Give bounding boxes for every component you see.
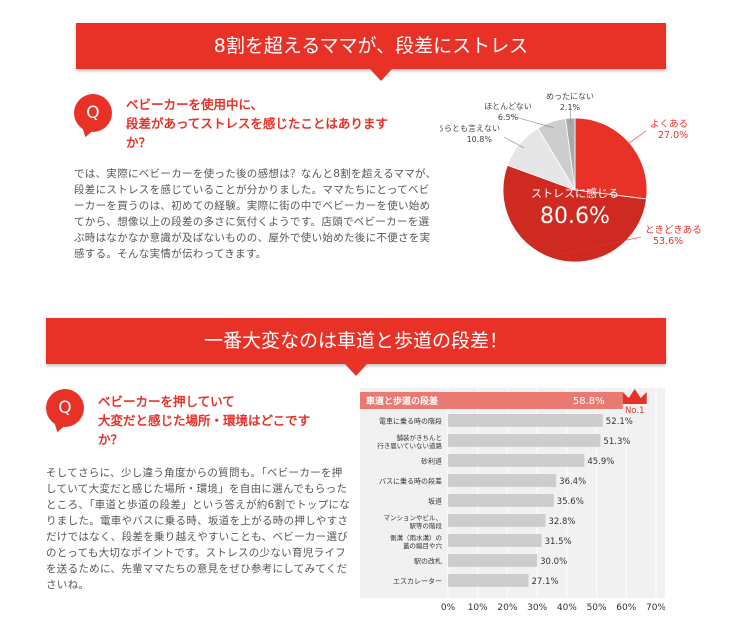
question-q-icon: Q <box>74 94 112 132</box>
question-line: ベビーカーを使用中に、 <box>126 97 264 112</box>
bar-value-label: 27.1% <box>532 577 559 587</box>
question-line: 段差があってストレスを感じたことはあります <box>126 116 388 131</box>
body-line: だけではなく、段差を乗り越えやすいことも、ベビーカー選び <box>46 531 349 543</box>
pie-slice-value: 6.5% <box>498 113 519 122</box>
bar-value-label: 51.3% <box>603 437 630 447</box>
bar-category-label: 車道と歩道の段差 <box>366 395 438 407</box>
section1-banner: 8割を超えるママが、段差にストレス <box>76 23 666 81</box>
bar <box>448 414 603 427</box>
section2-banner: 一番大変なのは車道と歩道の段差！ <box>46 318 666 376</box>
pie-leader-line <box>569 104 571 125</box>
section1-body: では、実際にベビーカーを使った後の感想は？なんと8割を超えるママが、 段差にスト… <box>74 166 444 262</box>
pie-slice-value: 27.0% <box>658 130 688 141</box>
pie-slice-value: 2.1% <box>560 103 581 112</box>
bar-value-label: 36.4% <box>559 477 586 487</box>
bar <box>448 474 557 487</box>
bar <box>448 454 585 467</box>
body-line: のとっても大切なポイントです。ストレスの少ない育児ライフ <box>46 547 346 559</box>
body-line: 感する。そんな実情が伝わってきます。 <box>74 248 267 260</box>
x-tick-label: 50% <box>587 603 607 613</box>
bar <box>360 392 623 409</box>
pie-slice-label: めったにない <box>546 92 594 101</box>
bar-category-label: マンションやビル、 <box>384 513 443 522</box>
question-line: 大変だと感じた場所・環境はどこです <box>98 413 311 428</box>
x-tick-label: 0% <box>441 603 456 613</box>
body-line: 段差にストレスを感じていることが分かりました。ママたちにとってベビ <box>74 184 430 196</box>
body-line: ところ、「車道と歩道の段差」という答えが約6割でトップにな <box>46 499 351 511</box>
places-bar-chart: 58.8% 車道と歩道の段差 52.1% 電車に乗る時の階段 51.3% 舗装がきちんと行… <box>360 388 665 613</box>
pie-slice-label: ときどきある <box>645 225 702 236</box>
question-q-icon: Q <box>46 389 84 427</box>
x-tick-label: 20% <box>497 603 517 613</box>
bar-value-label: 30.0% <box>540 557 567 567</box>
body-line: では、実際にベビーカーを使った後の感想は？なんと8割を超えるママが、 <box>74 168 437 180</box>
bar-category-label: 舗装がきちんと <box>397 433 443 442</box>
section1-question: ベビーカーを使用中に、 段差があってストレスを感じたことはあります か？ <box>126 95 388 152</box>
pie-center-label: ストレスに感じる <box>531 187 619 200</box>
bar-value-label: 52.1% <box>606 417 633 427</box>
pie-slice-label: よくある <box>650 119 688 130</box>
banner-notch <box>345 364 367 376</box>
section1-banner-title: 8割を超えるママが、段差にストレス <box>213 35 529 57</box>
banner-notch <box>370 69 392 81</box>
bar-category-label: エスカレーター <box>393 577 442 586</box>
bar <box>448 494 554 507</box>
pie-leader-line <box>503 136 525 149</box>
pie-slice-label: ほとんどない <box>484 102 532 111</box>
bar-value-label: 58.8% <box>573 396 605 407</box>
bar-value-label: 32.8% <box>548 517 575 527</box>
question-line: ベビーカーを押していて <box>98 394 235 409</box>
x-tick-label: 10% <box>468 603 488 613</box>
section2-body: そしてさらに、少し違う角度からの質問も。「ベビーカーを押 していて大変だと感じた… <box>46 465 376 593</box>
q-icon-label: Q <box>86 103 100 123</box>
bar <box>448 514 546 527</box>
body-line: そしてさらに、少し違う角度からの質問も。「ベビーカーを押 <box>46 467 343 479</box>
bar-value-label: 31.5% <box>545 537 572 547</box>
bar-category-label: 駅の改札 <box>414 557 442 566</box>
body-line: を送るために、先輩ママたちの意見をぜひ参考にしてみてくだ <box>46 563 348 575</box>
bar <box>448 434 601 447</box>
body-line: てから、想像以上の段差の多さに気付くようです。店頭でベビーカーを選 <box>74 216 430 228</box>
section2-question: ベビーカーを押していて 大変だと感じた場所・環境はどこです か？ <box>98 392 310 449</box>
bar-value-label: 45.9% <box>587 457 614 467</box>
pie-leader-line <box>624 130 647 147</box>
bar-value-label: 35.6% <box>557 497 584 507</box>
bar <box>448 574 529 587</box>
pie-slice <box>574 117 648 200</box>
bar-category-label: 砂利道 <box>421 457 442 466</box>
body-line: ーカーを買うのは、初めての経験。実際に街の中でベビーカーを使い始め <box>74 200 431 212</box>
q-icon-label: Q <box>58 398 72 418</box>
pie-slice <box>502 164 647 263</box>
bar-category-label: 行き届いていない道路 <box>377 441 442 450</box>
pie-leader-line <box>559 236 642 255</box>
x-tick-label: 60% <box>616 603 636 613</box>
question-line: か？ <box>98 432 124 447</box>
body-line: ぶ時はなかなか意識が及ばないものの、屋外で使い始めた後に不便さを実 <box>74 232 431 244</box>
bar <box>448 534 542 547</box>
bar-category-label: バスに乗る時の段差 <box>379 477 442 486</box>
body-line: していて大変だと感じた場所・環境」を自由に選んでもらった <box>46 483 348 495</box>
pie-slice-label: どちらとも言えない <box>440 123 500 133</box>
body-line: りました。電車やバスに乗る時、坂道を上がる時の押しやすさ <box>46 515 349 527</box>
pie-slice-value: 53.6% <box>653 236 683 247</box>
pie-center-value: 80.6% <box>540 204 610 229</box>
pie-slice-value: 10.8% <box>467 135 493 144</box>
section2-banner-title: 一番大変なのは車道と歩道の段差！ <box>203 330 508 352</box>
bar-category-label: 駅等の階段 <box>410 521 443 530</box>
x-tick-label: 70% <box>646 603 665 613</box>
x-tick-label: 30% <box>527 603 547 613</box>
body-line: さいね。 <box>46 579 90 591</box>
bar-category-label: 蓋の編目や穴 <box>403 541 443 550</box>
pie-leader-line <box>507 114 554 128</box>
bar-category-label: 側溝（雨水溝）の <box>390 533 442 542</box>
bar-category-label: 電車に乗る時の階段 <box>379 417 442 426</box>
x-tick-label: 40% <box>557 603 577 613</box>
bar <box>448 554 538 567</box>
no1-badge-label: No.1 <box>625 406 645 416</box>
crown-icon: No.1 <box>622 389 647 416</box>
question-line: か？ <box>126 135 152 150</box>
bar-category-label: 坂道 <box>428 497 442 506</box>
